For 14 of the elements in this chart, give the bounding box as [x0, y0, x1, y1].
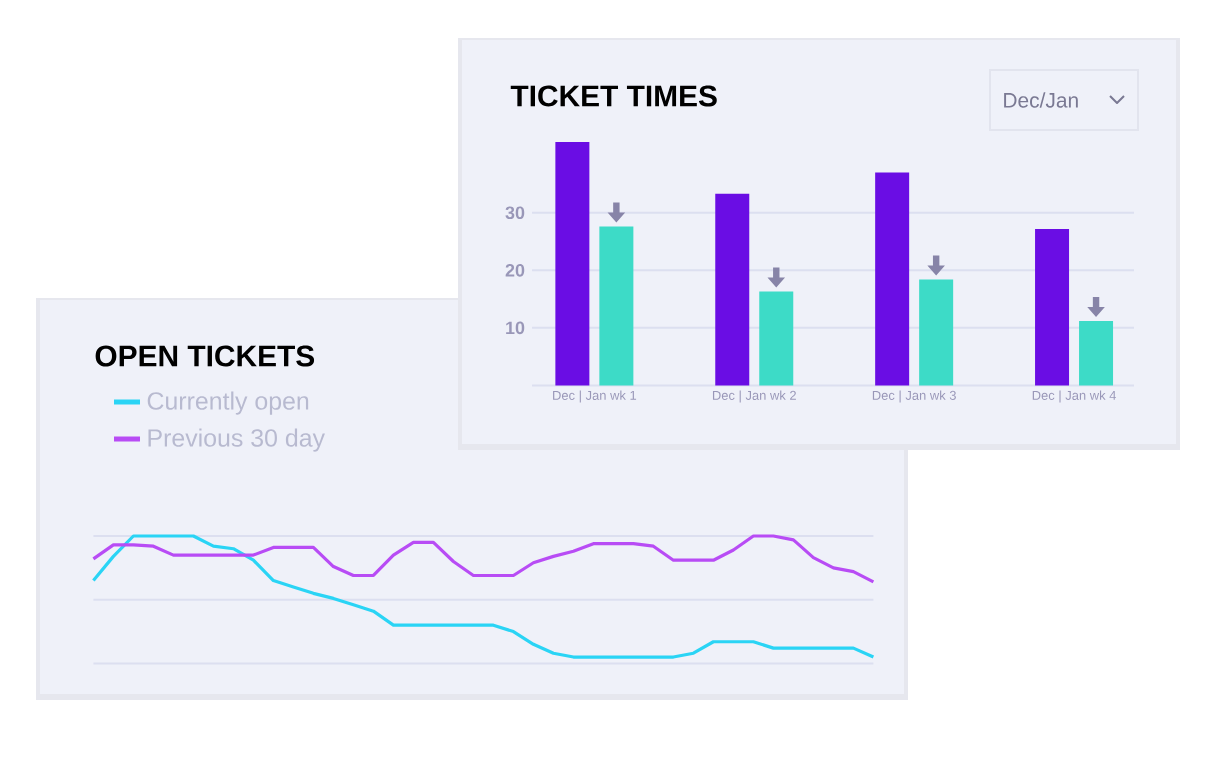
chart-title: TICKET TIMES: [510, 85, 717, 107]
bar: [1079, 320, 1114, 386]
bar: [599, 226, 634, 386]
bar: [759, 291, 794, 386]
bar: [875, 172, 910, 386]
y-tick-label: 20: [505, 263, 525, 277]
bar: [715, 193, 750, 386]
chart-title: OPEN TICKETS: [95, 345, 315, 367]
bar: [1035, 228, 1070, 386]
bar: [919, 279, 954, 386]
text: Dec/Jan: [1004, 92, 1078, 108]
bar: [555, 141, 590, 386]
y-tick-label: 30: [505, 206, 525, 220]
y-tick-label: 10: [506, 321, 525, 335]
